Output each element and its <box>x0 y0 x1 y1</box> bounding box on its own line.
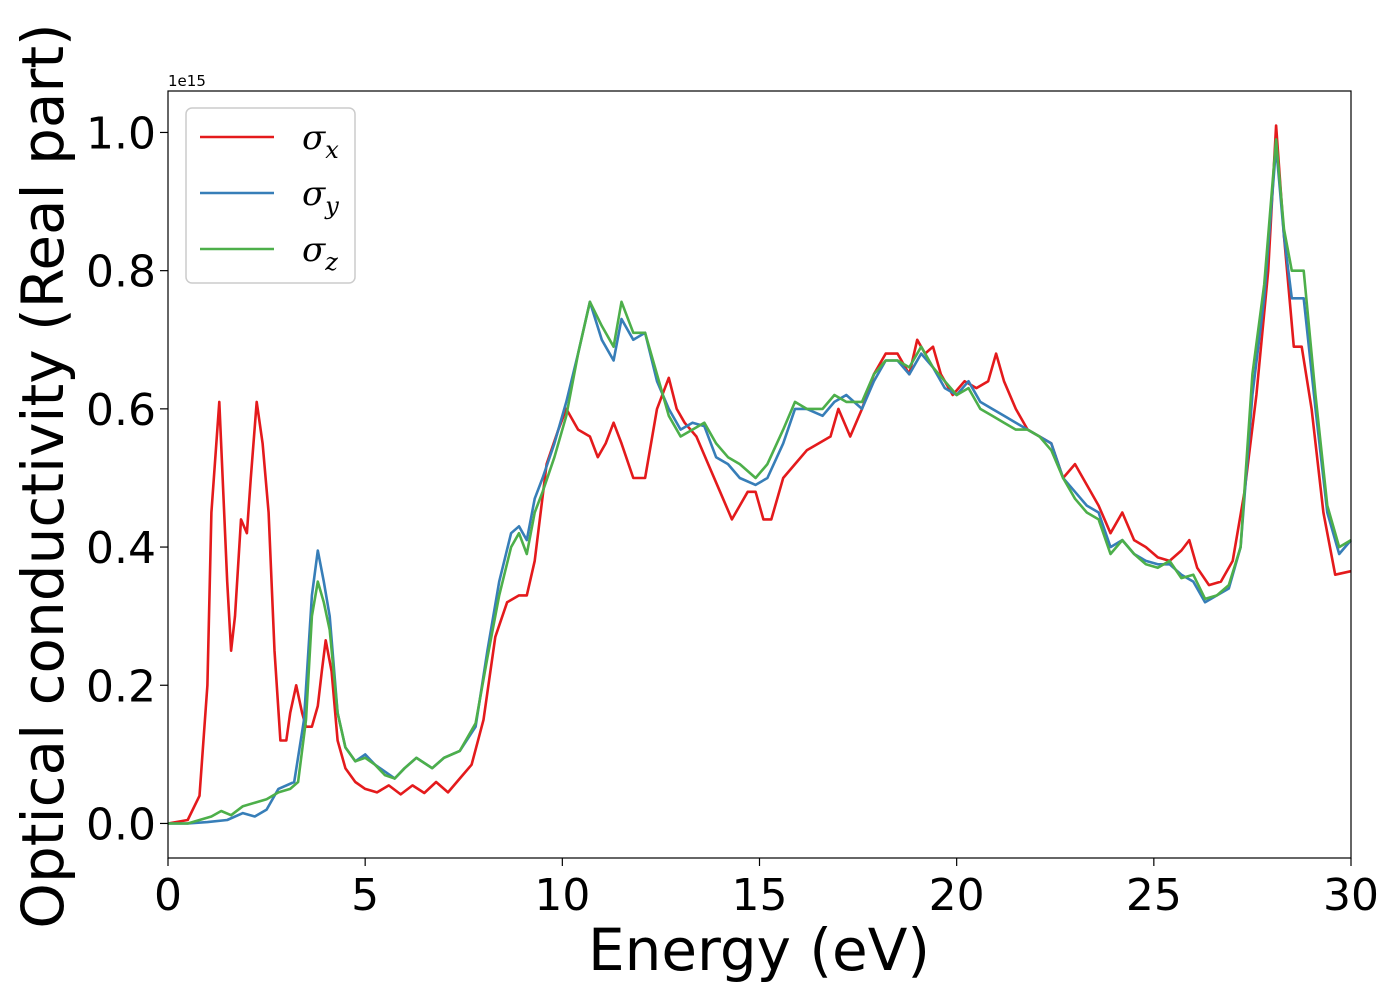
y-tick-label: 0.4 <box>86 523 156 574</box>
x-tick-label: 30 <box>1323 870 1379 921</box>
y-offset-label: 1e15 <box>168 72 206 90</box>
x-tick-label: 5 <box>351 870 379 921</box>
x-tick-label: 15 <box>732 870 788 921</box>
y-tick-label: 0.0 <box>86 799 156 850</box>
legend-box <box>185 107 356 284</box>
x-tick-label: 0 <box>154 870 182 921</box>
y-tick-label: 0.8 <box>86 247 156 298</box>
x-tick-label: 20 <box>929 870 985 921</box>
x-axis-label: Energy (eV) <box>588 916 930 984</box>
y-axis: 0.0 0.2 0.4 0.6 0.8 1.0 <box>86 108 168 850</box>
y-tick-label: 0.6 <box>86 385 156 436</box>
y-tick-label: 0.2 <box>86 661 156 712</box>
series-line-y <box>168 145 1352 825</box>
series-layer <box>167 124 1352 825</box>
x-tick-label: 25 <box>1126 870 1182 921</box>
y-axis-label: Optical conductivity (Real part) <box>9 23 77 928</box>
x-tick-label: 10 <box>534 870 590 921</box>
x-axis: 0 5 10 15 20 25 30 <box>154 858 1379 921</box>
series-line-z <box>168 138 1352 825</box>
y-tick-label: 1.0 <box>86 108 156 159</box>
